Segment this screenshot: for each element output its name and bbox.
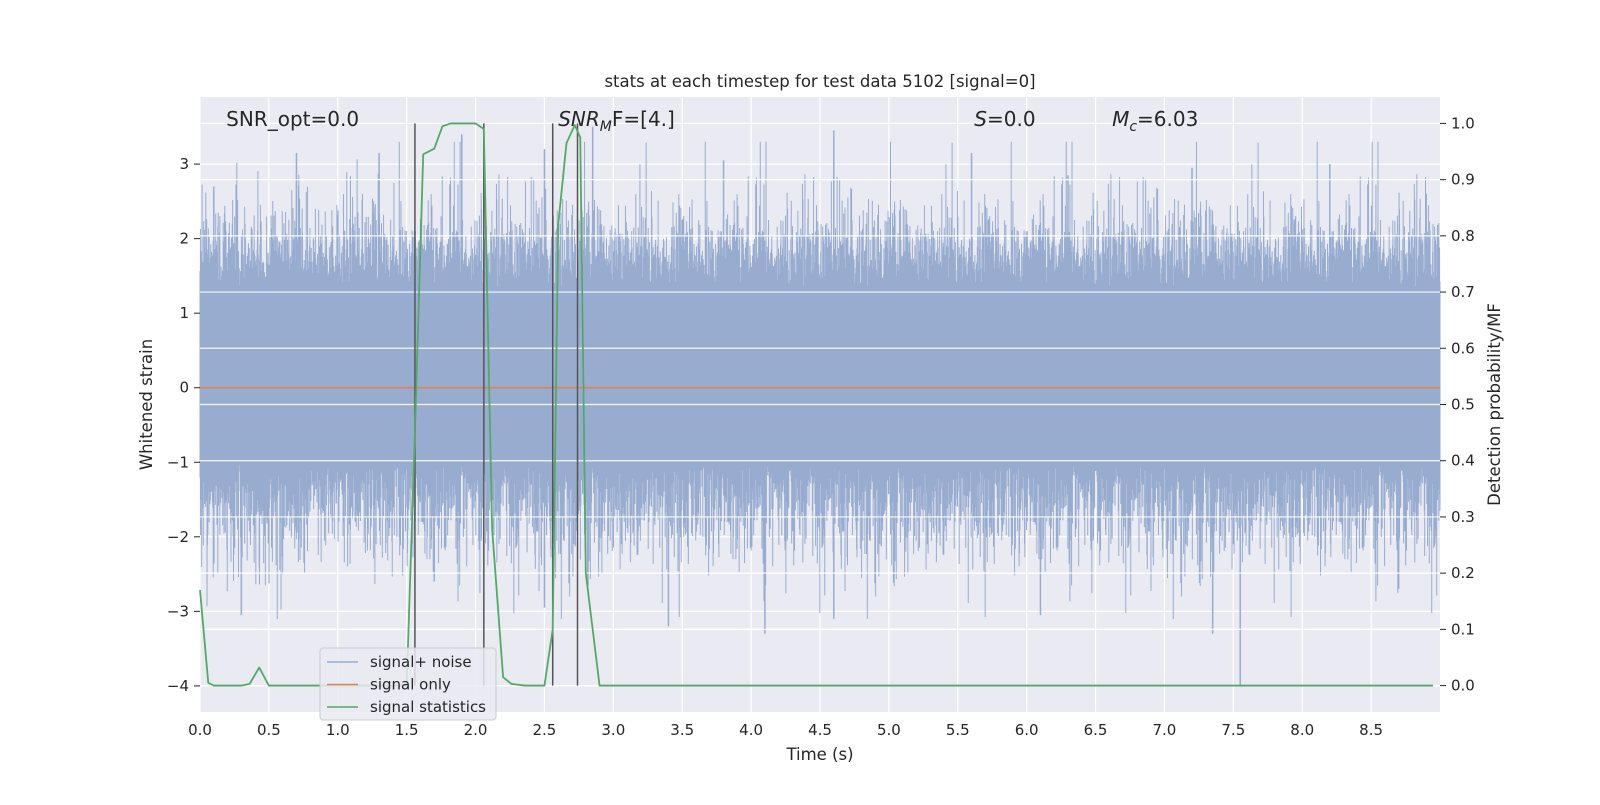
x-tick-label: 2.0 — [464, 721, 488, 739]
y2-tick-label: 0.4 — [1451, 452, 1475, 470]
annotation-mc: Mc=6.03 — [1112, 107, 1198, 135]
annotation-snr-mf: SNRMF=[4.] — [558, 107, 675, 135]
x-tick-label: 5.5 — [946, 721, 970, 739]
y2-tick-label: 0.7 — [1451, 283, 1475, 301]
y2-tick-label: 0.3 — [1451, 508, 1475, 526]
y-tick-label: −3 — [167, 602, 189, 620]
annotation-snr-opt: SNR_opt=0.0 — [226, 107, 359, 131]
y-tick-label: 2 — [179, 230, 189, 248]
x-tick-label: 8.5 — [1359, 721, 1383, 739]
x-tick-label: 0.5 — [257, 721, 281, 739]
y2-tick-label: 0.0 — [1451, 677, 1475, 695]
annotation-snr-mf-main: SNR — [558, 107, 600, 131]
annotation-s: S=0.0 — [974, 107, 1035, 131]
legend-label-signal-only: signal only — [370, 676, 451, 694]
tick-labels: 0.0 0.5 1.0 1.5 2.0 2.5 3.0 3.5 4.0 4.5 5.0 5.5 6.0 6… — [167, 114, 1475, 739]
x-tick-label: 2.5 — [533, 721, 557, 739]
annotation-mc-rest: =6.03 — [1137, 107, 1198, 131]
y2-tick-label: 0.8 — [1451, 227, 1475, 245]
y2-tick-label: 0.5 — [1451, 396, 1475, 414]
annotation-mc-sub: c — [1129, 119, 1137, 135]
y-tick-label: −4 — [167, 677, 189, 695]
y-tick-label: 0 — [179, 379, 189, 397]
signal-statistics-line — [199, 122, 1434, 687]
x-tick-label: 6.0 — [1015, 721, 1039, 739]
y-tick-label: 3 — [179, 155, 189, 173]
annotation-s-rest: =0.0 — [987, 107, 1036, 131]
x-tick-label: 4.5 — [808, 721, 832, 739]
x-tick-label: 6.5 — [1084, 721, 1108, 739]
y2-tick-label: 0.9 — [1451, 171, 1475, 189]
legend-label-signal-statistics: signal statistics — [370, 698, 486, 716]
x-tick-label: 1.5 — [395, 721, 419, 739]
x-tick-label: 7.0 — [1153, 721, 1177, 739]
legend-box — [319, 647, 497, 721]
y-tick-label: −1 — [167, 453, 189, 471]
x-tick-label: 3.0 — [601, 721, 625, 739]
x-tick-label: 1.0 — [326, 721, 350, 739]
x-tick-label: 5.0 — [877, 721, 901, 739]
y2-tick-label: 0.1 — [1451, 620, 1475, 638]
y-axis-label: Whitened strain — [137, 339, 156, 470]
x-axis-label: Time (s) — [785, 745, 853, 764]
annotation-snr-mf-sub: M — [600, 119, 612, 135]
x-tick-label: 8.0 — [1290, 721, 1314, 739]
y2-axis-label: Detection probability/MF — [1485, 303, 1504, 506]
x-tick-label: 7.5 — [1221, 721, 1245, 739]
annotation-mc-main: M — [1112, 107, 1129, 131]
annotation-snr-mf-rest: F=[4.] — [612, 107, 675, 131]
series-signal-statistics — [199, 122, 1434, 687]
noise-band — [199, 141, 1441, 619]
legend-label-signal-noise: signal+ noise — [370, 653, 472, 671]
annotation-s-main: S — [974, 107, 987, 131]
y-tick-label: 1 — [179, 304, 189, 322]
x-tick-label: 4.0 — [739, 721, 763, 739]
x-tick-label: 0.0 — [188, 721, 212, 739]
x-tick-label: 3.5 — [670, 721, 694, 739]
y2-tick-label: 0.6 — [1451, 339, 1475, 357]
chart-title: stats at each timestep for test data 510… — [604, 72, 1035, 91]
y2-tick-label: 1.0 — [1451, 114, 1475, 132]
y-tick-label: −2 — [167, 528, 189, 546]
y2-tick-label: 0.2 — [1451, 564, 1475, 582]
legend: signal+ noise signal only signal statist… — [319, 647, 497, 721]
